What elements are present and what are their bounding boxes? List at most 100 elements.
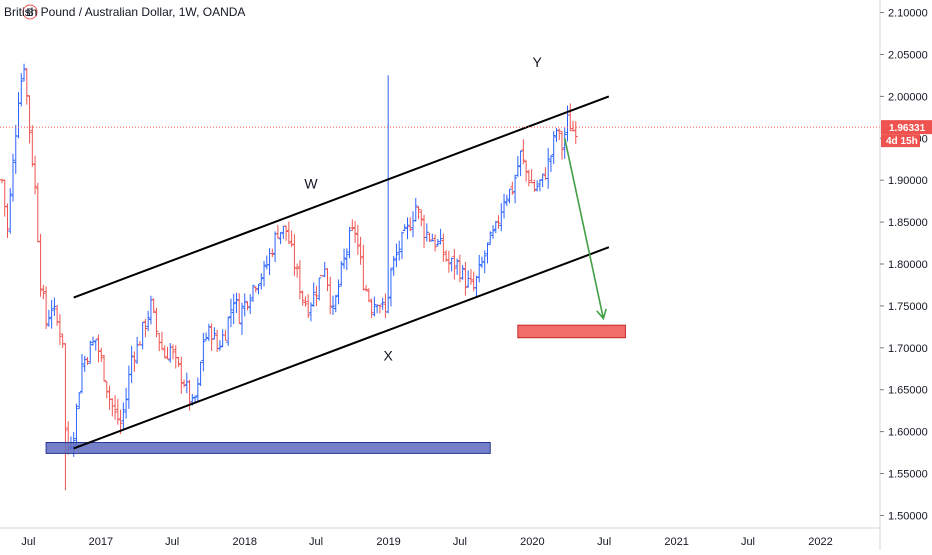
ohlc-bar [270, 248, 275, 258]
ohlc-bar [353, 221, 358, 243]
ohlc-bar [171, 344, 176, 360]
ohlc-bar [124, 387, 129, 419]
ohlc-bar [121, 402, 126, 431]
ohlc-bar [311, 282, 316, 307]
ohlc-bar [264, 255, 269, 270]
ohlc-bar [129, 345, 134, 384]
ohlc-bar [195, 377, 200, 403]
ohlc-bar [377, 304, 382, 314]
ohlc-bar [204, 332, 209, 341]
ohlc-bar [74, 403, 79, 449]
price-tick-label: 2.05000 [888, 49, 928, 61]
ohlc-bar [388, 267, 393, 307]
time-tick-label: 2019 [376, 536, 400, 548]
ohlc-bar [251, 284, 256, 303]
ohlc-bar [515, 155, 520, 177]
wave-label-x: X [384, 347, 394, 363]
price-tick-label: 1.85000 [888, 217, 928, 229]
ohlc-bar [146, 310, 151, 332]
ohlc-bar [162, 345, 167, 359]
ohlc-bar [463, 261, 468, 296]
ohlc-bar [57, 314, 62, 345]
ohlc-bar [104, 381, 109, 399]
ohlc-bar [474, 275, 479, 297]
ohlc-bar [206, 323, 211, 342]
ohlc-bar [504, 194, 509, 207]
ohlc-bar [540, 173, 545, 187]
ohlc-bar [38, 233, 43, 297]
ohlc-bar [49, 300, 54, 329]
support-zone-box [45, 442, 491, 454]
ohlc-bar [284, 225, 289, 241]
ohlc-bar [521, 139, 526, 165]
ohlc-bar [93, 339, 98, 351]
ohlc-bar [212, 327, 217, 340]
ohlc-bar [557, 128, 562, 141]
price-tick-label: 1.50000 [888, 510, 928, 522]
ohlc-bar [173, 345, 178, 369]
ohlc-bar [551, 131, 556, 164]
ohlc-bar [535, 180, 540, 192]
ohlc-bar [491, 225, 496, 239]
ohlc-bar [471, 271, 476, 292]
ohlc-bar [115, 399, 120, 425]
ohlc-bar [223, 329, 228, 341]
ohlc-bar [209, 323, 214, 351]
ohlc-bar [22, 63, 27, 82]
ohlc-bar [518, 150, 523, 177]
ohlc-bar [435, 238, 440, 247]
ohlc-bar [234, 292, 239, 314]
price-tick-label: 2.10000 [888, 8, 928, 20]
time-tick-label: Jul [309, 536, 323, 548]
ohlc-bar [499, 203, 504, 232]
ohlc-bar [292, 234, 297, 276]
ohlc-bar [107, 385, 112, 410]
ohlc-bar [350, 219, 355, 232]
ohlc-bar [165, 346, 170, 360]
ohlc-bar [419, 209, 424, 227]
ohlc-bar [314, 285, 319, 307]
ohlc-bar [295, 263, 300, 278]
time-tick-label: Jul [165, 536, 179, 548]
ohlc-bar [537, 179, 542, 192]
ohlc-bar [358, 236, 363, 265]
ohlc-bar [55, 305, 60, 326]
channel-lower-line [73, 246, 610, 450]
ohlc-bar [573, 121, 578, 144]
ohlc-bar [507, 188, 512, 204]
ohlc-bar [344, 248, 349, 271]
ohlc-bar [336, 279, 341, 305]
ohlc-bar [88, 340, 93, 364]
ohlc-bar [184, 372, 189, 394]
time-tick-label: 2017 [89, 536, 113, 548]
ohlc-bar [300, 290, 305, 306]
ohlc-bar [438, 228, 443, 245]
ohlc-bar [33, 155, 38, 195]
ohlc-bar [220, 329, 225, 348]
time-tick-label: 2022 [808, 536, 832, 548]
ohlc-bar [132, 351, 137, 372]
ohlc-bar [524, 160, 529, 182]
ohlc-bar [430, 233, 435, 242]
ohlc-bar [416, 206, 421, 220]
ohlc-bar [543, 167, 548, 180]
price-bars-layer [0, 63, 578, 491]
countdown-tag [881, 134, 920, 148]
ohlc-bar [510, 181, 515, 195]
ohlc-bar [441, 233, 446, 262]
ohlc-bar [82, 355, 87, 372]
ohlc-bar [369, 298, 374, 319]
ohlc-bar [8, 188, 13, 234]
ohlc-bar [306, 294, 311, 318]
ohlc-bar [253, 285, 258, 293]
ohlc-bar [159, 331, 164, 350]
ohlc-bar [427, 232, 432, 242]
ohlc-bar [24, 67, 29, 105]
ohlc-bar [168, 343, 173, 363]
ohlc-bar [30, 125, 35, 167]
ohlc-bar [248, 294, 253, 314]
ohlc-bar [502, 193, 507, 219]
